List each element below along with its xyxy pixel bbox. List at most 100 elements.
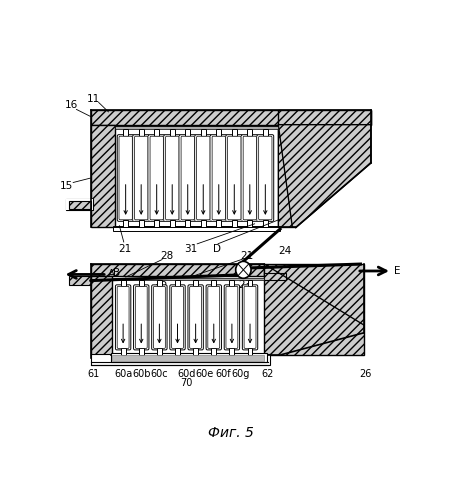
Bar — [154, 130, 159, 136]
Text: 61: 61 — [87, 369, 99, 379]
Bar — [115, 126, 278, 130]
Bar — [175, 280, 180, 286]
FancyBboxPatch shape — [241, 134, 258, 222]
Text: 11: 11 — [87, 94, 100, 104]
Bar — [230, 348, 235, 354]
Bar — [232, 130, 237, 136]
Bar — [212, 348, 216, 354]
FancyBboxPatch shape — [117, 134, 134, 222]
Bar — [121, 348, 125, 354]
Polygon shape — [264, 264, 364, 354]
Bar — [92, 264, 264, 276]
Polygon shape — [278, 124, 371, 228]
FancyBboxPatch shape — [242, 285, 258, 350]
Bar — [92, 276, 112, 354]
Text: 60c: 60c — [151, 369, 168, 379]
FancyBboxPatch shape — [152, 285, 167, 350]
FancyBboxPatch shape — [226, 134, 243, 222]
Text: 24: 24 — [279, 246, 292, 256]
Text: 70: 70 — [180, 378, 193, 388]
Bar — [263, 130, 268, 136]
Bar — [230, 280, 235, 286]
FancyBboxPatch shape — [195, 134, 212, 222]
Text: 60b: 60b — [132, 369, 151, 379]
Text: 60f: 60f — [215, 369, 230, 379]
Text: 60a: 60a — [114, 369, 132, 379]
FancyBboxPatch shape — [170, 285, 185, 350]
Bar — [139, 348, 144, 354]
FancyBboxPatch shape — [134, 136, 148, 220]
FancyBboxPatch shape — [153, 286, 166, 348]
Bar — [154, 220, 159, 226]
Bar — [123, 220, 128, 226]
Bar — [92, 124, 115, 228]
Bar — [201, 130, 206, 136]
FancyBboxPatch shape — [257, 134, 274, 222]
FancyBboxPatch shape — [119, 136, 132, 220]
Bar — [157, 280, 162, 286]
Text: B: B — [113, 268, 120, 278]
FancyBboxPatch shape — [206, 285, 221, 350]
Bar — [66, 200, 93, 210]
Text: 26: 26 — [359, 369, 372, 379]
FancyBboxPatch shape — [243, 136, 257, 220]
FancyBboxPatch shape — [197, 136, 210, 220]
Bar — [69, 200, 91, 209]
Text: D: D — [213, 244, 221, 254]
Bar — [263, 220, 268, 226]
Polygon shape — [112, 276, 264, 354]
FancyBboxPatch shape — [244, 286, 256, 348]
FancyBboxPatch shape — [179, 134, 196, 222]
Bar — [170, 220, 175, 226]
Text: 21: 21 — [240, 250, 253, 260]
Bar — [113, 226, 280, 230]
Bar — [232, 220, 237, 226]
Bar — [121, 280, 125, 286]
Bar — [170, 130, 175, 136]
Bar — [112, 356, 264, 362]
Text: 62: 62 — [262, 369, 274, 379]
Bar — [92, 110, 371, 124]
Bar — [139, 280, 144, 286]
Bar — [247, 130, 252, 136]
FancyBboxPatch shape — [188, 285, 203, 350]
FancyBboxPatch shape — [259, 136, 272, 220]
Bar — [201, 220, 206, 226]
FancyBboxPatch shape — [133, 285, 149, 350]
Text: 31: 31 — [184, 244, 198, 254]
FancyBboxPatch shape — [226, 286, 238, 348]
Bar — [247, 220, 252, 226]
Text: E: E — [394, 266, 400, 276]
FancyBboxPatch shape — [135, 286, 147, 348]
Bar — [139, 130, 143, 136]
Text: 28: 28 — [160, 250, 173, 260]
Text: 60d: 60d — [177, 369, 196, 379]
FancyBboxPatch shape — [181, 136, 194, 220]
FancyBboxPatch shape — [190, 286, 202, 348]
Bar — [139, 220, 143, 226]
Bar — [111, 353, 267, 362]
FancyBboxPatch shape — [228, 136, 241, 220]
FancyBboxPatch shape — [133, 134, 150, 222]
Bar — [112, 278, 264, 280]
Bar — [193, 280, 198, 286]
Text: 60e: 60e — [196, 369, 214, 379]
Bar — [66, 200, 93, 210]
Bar — [185, 220, 190, 226]
Bar — [123, 130, 128, 136]
Polygon shape — [278, 110, 371, 124]
FancyBboxPatch shape — [212, 136, 226, 220]
Bar — [185, 130, 190, 136]
FancyBboxPatch shape — [171, 286, 184, 348]
FancyBboxPatch shape — [148, 134, 165, 222]
Text: 60g: 60g — [232, 369, 250, 379]
Text: 21: 21 — [118, 244, 131, 254]
Text: 15: 15 — [60, 181, 74, 191]
FancyBboxPatch shape — [224, 285, 239, 350]
Bar — [193, 348, 198, 354]
FancyBboxPatch shape — [210, 134, 227, 222]
Bar — [212, 280, 216, 286]
Bar — [264, 272, 286, 280]
Bar — [175, 348, 180, 354]
FancyBboxPatch shape — [117, 286, 129, 348]
